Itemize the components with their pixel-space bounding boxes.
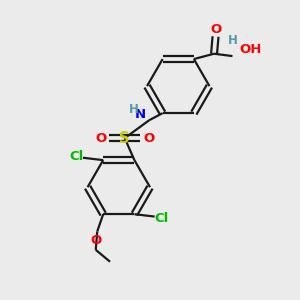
Text: Cl: Cl [69,150,84,163]
Text: S: S [119,130,130,146]
Text: OH: OH [239,43,261,56]
Text: Cl: Cl [154,212,168,224]
Text: O: O [90,234,101,247]
Text: O: O [211,23,222,36]
Text: O: O [95,132,106,145]
Text: H: H [227,34,237,47]
Text: H: H [129,103,139,116]
Text: N: N [135,108,146,122]
Text: O: O [143,132,154,145]
